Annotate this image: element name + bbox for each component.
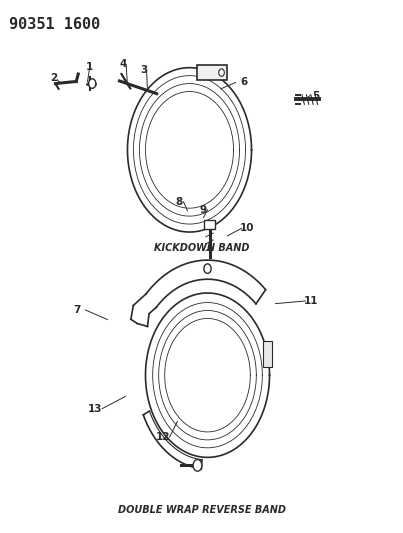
Text: 90351 1600: 90351 1600 (9, 17, 101, 33)
Text: 3: 3 (140, 66, 147, 75)
Circle shape (89, 79, 96, 88)
Text: KICKDOWN BAND: KICKDOWN BAND (154, 243, 249, 253)
Circle shape (193, 459, 202, 471)
Circle shape (204, 264, 211, 273)
Text: 10: 10 (240, 223, 255, 233)
Text: 1: 1 (86, 62, 93, 71)
Text: 11: 11 (304, 296, 319, 306)
Text: 8: 8 (176, 197, 183, 207)
Text: 7: 7 (74, 305, 81, 315)
FancyBboxPatch shape (197, 65, 227, 80)
FancyBboxPatch shape (264, 341, 272, 367)
Text: 4: 4 (120, 59, 127, 69)
Text: 9: 9 (200, 205, 207, 215)
Text: 6: 6 (240, 77, 247, 87)
FancyBboxPatch shape (204, 220, 215, 229)
Text: 5: 5 (312, 91, 319, 101)
Text: 13: 13 (88, 403, 103, 414)
Circle shape (219, 69, 224, 76)
Text: 12: 12 (156, 432, 171, 442)
Text: 2: 2 (50, 73, 57, 83)
Text: DOUBLE WRAP REVERSE BAND: DOUBLE WRAP REVERSE BAND (118, 505, 285, 515)
